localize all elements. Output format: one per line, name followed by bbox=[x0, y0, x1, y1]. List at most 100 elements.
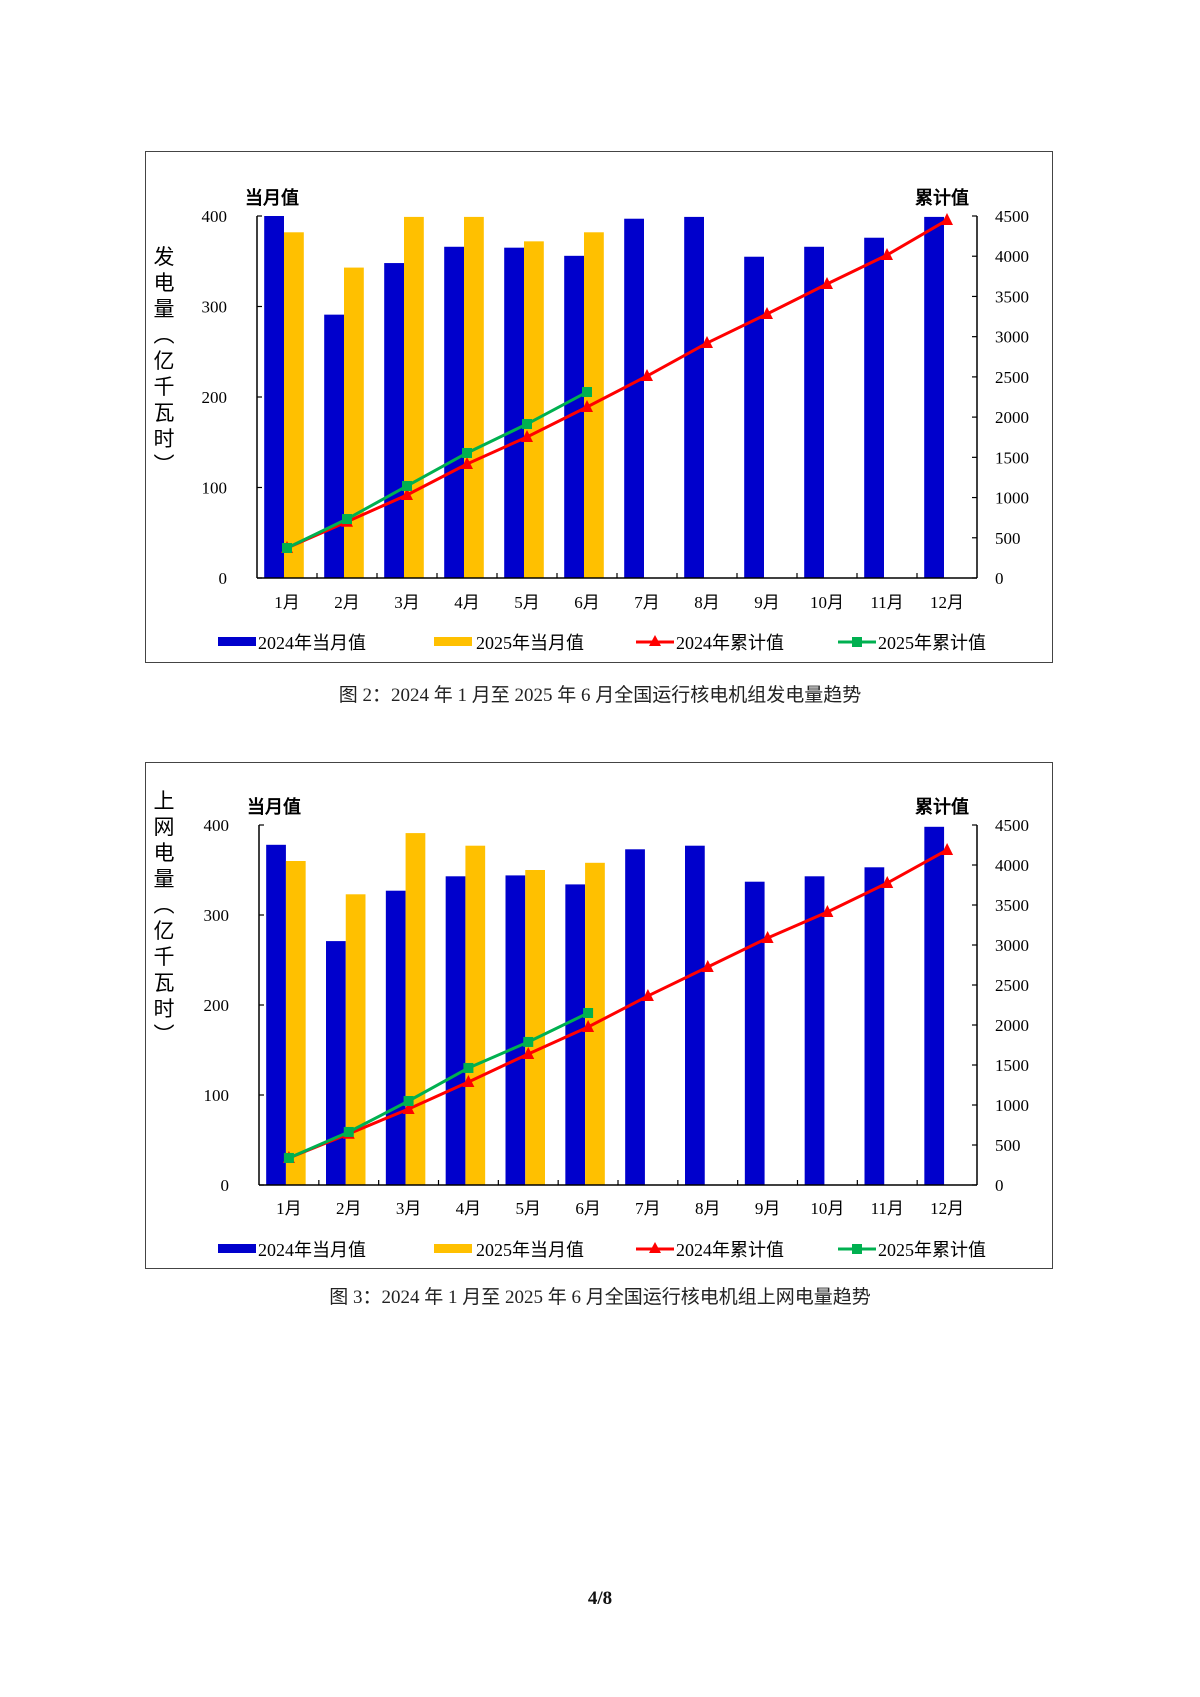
legend-label-2025-month: 2025年当月值 bbox=[476, 633, 584, 653]
x-tick-label: 2月 bbox=[334, 593, 360, 612]
bar-2025-month bbox=[464, 216, 484, 578]
right-y-tick-label: 3500 bbox=[995, 287, 1029, 306]
right-y-tick-label: 2000 bbox=[995, 408, 1029, 427]
cumulative-2025-marker bbox=[582, 387, 592, 398]
chart-grid-electricity: 0100200300400050010001500200025003000350… bbox=[154, 789, 1030, 1260]
right-y-tick-label: 3000 bbox=[995, 936, 1029, 955]
cumulative-2025-marker bbox=[463, 1062, 474, 1073]
y-axis-label-char: 量 bbox=[154, 867, 175, 891]
x-tick-label: 4月 bbox=[456, 1199, 482, 1218]
cumulative-2025-marker bbox=[283, 1152, 294, 1163]
legend-label-2025-month: 2025年当月值 bbox=[476, 1240, 584, 1260]
x-tick-label: 7月 bbox=[634, 593, 660, 612]
y-axis-label-char: ︶ bbox=[154, 453, 175, 477]
cumulative-2024-marker bbox=[701, 960, 714, 972]
y-axis-label-char: 网 bbox=[154, 815, 175, 839]
legend-swatch-2024-month bbox=[218, 1244, 256, 1253]
right-axis-title: 累计值 bbox=[915, 796, 969, 817]
bar-2025-month bbox=[525, 870, 545, 1185]
y-axis-label-char: 千 bbox=[154, 375, 175, 399]
x-tick-label: 7月 bbox=[635, 1199, 661, 1218]
bar-2024-month bbox=[744, 256, 764, 578]
bar-2024-month bbox=[445, 876, 466, 1185]
left-y-tick-label: 400 bbox=[204, 816, 230, 835]
chart-frame-generation: 0 100 200 300 400 0 500 1000 1500 2000 2500 3000 350… bbox=[145, 151, 1053, 663]
right-y-tick-label: 1500 bbox=[995, 448, 1029, 467]
x-tick-label: 12月 bbox=[930, 593, 964, 612]
bar-2024-month bbox=[924, 826, 945, 1185]
legend-swatch-2024-month bbox=[218, 637, 256, 646]
x-tick-label: 3月 bbox=[396, 1199, 422, 1218]
cumulative-2024-marker bbox=[402, 1102, 415, 1114]
x-tick-label: 1月 bbox=[276, 1199, 302, 1218]
chart-generation: 0100200300400050010001500200025003000350… bbox=[154, 187, 1030, 653]
cumulative-2025-line bbox=[288, 1011, 589, 1160]
right-y-tick-label: 0 bbox=[995, 569, 1004, 588]
cumulative-2024-marker bbox=[881, 876, 894, 888]
legend-marker-2025-cumulative bbox=[852, 1244, 862, 1254]
cumulative-2024-marker bbox=[641, 369, 653, 382]
left-y-tick-label: 0 bbox=[219, 569, 228, 588]
bar-2024-month bbox=[864, 867, 885, 1185]
cumulative-2024-marker bbox=[821, 904, 834, 917]
bar-2025-month bbox=[465, 845, 486, 1185]
cumulative-2024-marker bbox=[641, 988, 654, 1001]
left-y-tick-label: 200 bbox=[202, 388, 228, 407]
x-tick-label: 6月 bbox=[574, 593, 600, 612]
bar-2024-month bbox=[324, 314, 344, 578]
cumulative-2025-marker bbox=[523, 1036, 534, 1047]
x-tick-label: 2月 bbox=[336, 1199, 362, 1218]
y-axis-label-char: ︶ bbox=[154, 1023, 175, 1047]
right-y-tick-label: 500 bbox=[995, 1136, 1021, 1155]
bar-2025-month bbox=[285, 861, 306, 1185]
x-tick-label: 4月 bbox=[454, 593, 480, 612]
bar-2025-month bbox=[524, 241, 544, 578]
cumulative-2025-marker bbox=[342, 514, 352, 525]
y-axis-label-char: 电 bbox=[154, 841, 175, 865]
legend-label-2024-cumulative: 2024年累计值 bbox=[676, 633, 784, 653]
cumulative-2024-line bbox=[288, 848, 948, 1160]
bar-2024-month bbox=[505, 875, 526, 1185]
bar-2024-month bbox=[924, 216, 944, 578]
bar-2025-month bbox=[404, 216, 424, 578]
cumulative-2025-marker bbox=[402, 480, 412, 491]
x-tick-label: 5月 bbox=[514, 593, 540, 612]
bar-2025-month bbox=[344, 267, 364, 578]
y-axis-label-char: 上 bbox=[154, 789, 175, 813]
legend-label-2024-month: 2024年当月值 bbox=[258, 633, 366, 653]
left-y-tick-label: 100 bbox=[202, 479, 228, 498]
cumulative-2024-marker bbox=[761, 930, 774, 943]
x-tick-label: 11月 bbox=[870, 593, 903, 612]
right-y-tick-label: 4500 bbox=[995, 207, 1029, 226]
y-axis-label-char: 电 bbox=[154, 271, 175, 295]
left-y-tick-label: 100 bbox=[204, 1086, 230, 1105]
y-axis-label-char: 瓦 bbox=[154, 971, 175, 995]
legend-swatch-2025-month bbox=[434, 637, 472, 646]
y-axis-label-char: 发 bbox=[154, 245, 175, 269]
cumulative-2024-marker bbox=[761, 306, 773, 319]
figure-caption-generation: 图 2：2024 年 1 月至 2025 年 6 月全国运行核电机组发电量趋势 bbox=[338, 685, 862, 706]
x-tick-label: 3月 bbox=[394, 593, 420, 612]
bar-2024-month bbox=[444, 246, 464, 578]
y-axis-label-char: 量 bbox=[154, 297, 175, 321]
x-tick-label: 8月 bbox=[694, 593, 720, 612]
legend-label-2025-cumulative: 2025年累计值 bbox=[878, 1240, 986, 1260]
cumulative-2024-marker bbox=[462, 1074, 475, 1087]
y-axis-label-char: 亿 bbox=[154, 349, 175, 373]
right-y-tick-label: 500 bbox=[995, 529, 1021, 548]
cumulative-2025-marker bbox=[583, 1008, 594, 1018]
cumulative-2024-marker bbox=[941, 213, 953, 226]
y-axis-label-char: 时 bbox=[154, 997, 175, 1021]
bar-2024-month bbox=[504, 247, 524, 579]
cumulative-2024-marker bbox=[522, 1046, 535, 1059]
x-tick-label: 11月 bbox=[871, 1199, 904, 1218]
y-axis-label-char: ︵ bbox=[154, 323, 175, 347]
cumulative-2024-marker bbox=[821, 276, 833, 289]
legend-marker-2025-cumulative bbox=[852, 637, 862, 647]
legend-label-2024-month: 2024年当月值 bbox=[258, 1240, 366, 1260]
bar-2024-month bbox=[685, 845, 705, 1185]
right-axis-title: 累计值 bbox=[915, 187, 969, 208]
cumulative-2024-marker bbox=[581, 399, 593, 412]
figure-caption-grid: 图 3：2024 年 1 月至 2025 年 6 月全国运行核电机组上网电量趋势 bbox=[329, 1287, 871, 1308]
right-y-tick-label: 3000 bbox=[995, 328, 1029, 347]
